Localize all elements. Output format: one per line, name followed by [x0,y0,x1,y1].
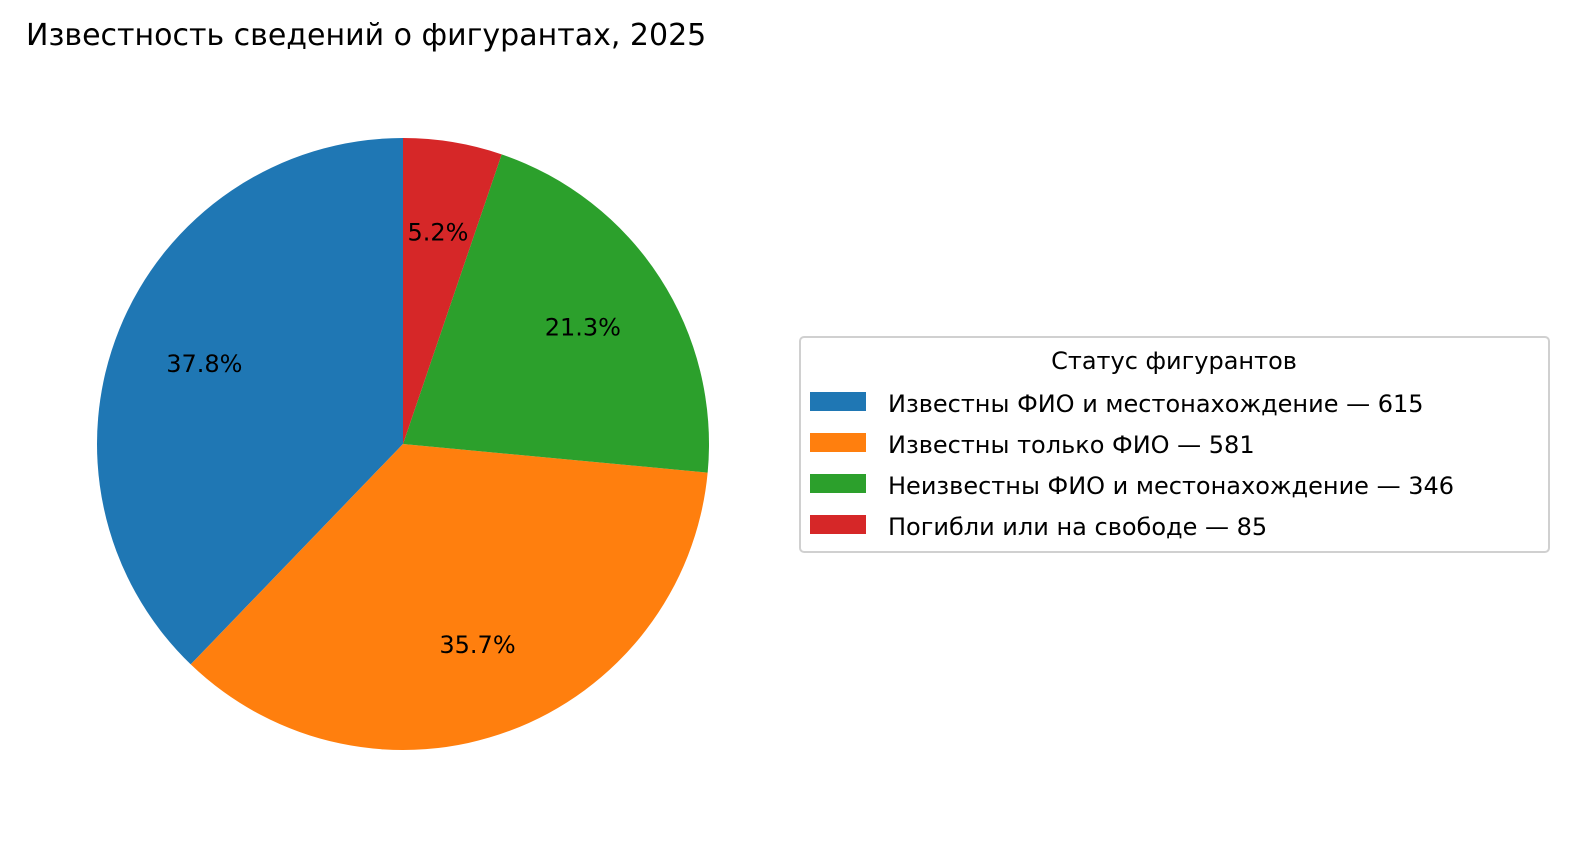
legend: Статус фигурантов Известны ФИО и местона… [799,336,1550,553]
pct-labels: 37.8% 35.7% 21.3% 5.2% [166,219,621,659]
legend-label: Известны ФИО и местонахождение — 615 [888,390,1424,418]
pct-label: 37.8% [166,350,242,378]
pie-slice [96,138,403,665]
legend-swatch [810,392,866,411]
pct-label: 35.7% [439,631,515,659]
pie-slice [403,154,709,473]
legend-title: Статус фигурантов [1051,347,1297,375]
legend-swatch [810,433,866,452]
legend-swatch [810,474,866,493]
pct-label: 5.2% [408,219,469,247]
legend-label: Неизвестны ФИО и местонахождение — 346 [888,472,1454,500]
pie-slices [96,138,709,751]
legend-frame [799,336,1550,553]
legend-label: Известны только ФИО — 581 [888,431,1255,459]
chart-title: Известность сведений о фигурантах, 2025 [26,18,706,53]
pct-label: 21.3% [545,314,621,342]
legend-label: Погибли или на свободе — 85 [888,513,1267,541]
pie-slice [403,138,502,444]
pie-slice [190,444,708,751]
legend-swatch [810,515,866,534]
